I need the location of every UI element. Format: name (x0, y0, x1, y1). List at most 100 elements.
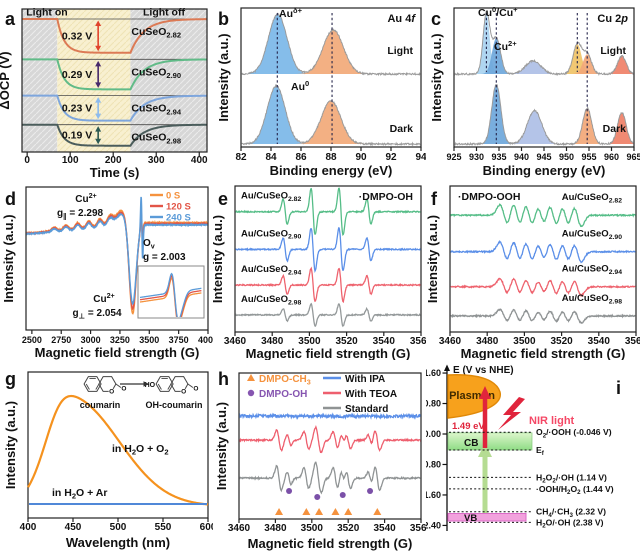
xps-peak (481, 38, 512, 75)
dmpo-ch3-marker (302, 508, 311, 515)
triangle-icon (247, 374, 255, 381)
product-label: OH-coumarin (145, 400, 202, 410)
y-tick-label: 2.40 (426, 520, 441, 530)
x-tick-label: 0 (24, 155, 30, 166)
epr-trace (239, 412, 421, 420)
y-tick-label: 0.00 (426, 429, 441, 439)
delta-ocp-value: 0.19 V (62, 130, 92, 142)
panel-letter: a (5, 9, 16, 29)
x-tick-label: 955 (581, 152, 596, 162)
xps-peak (509, 110, 560, 144)
redox-level-label: Ef (536, 445, 545, 457)
condition-label: Light (600, 45, 626, 57)
x-tick-label: 3500 (298, 336, 321, 347)
x-axis: 3460 3480 3500 3520 3540 3560Magnetic field s… (439, 332, 640, 361)
redox-level-label: ·OOH/H2O2 (1.44 V) (536, 484, 614, 496)
x-axis: 82 84 86 88 90 92 94 Binding energy (eV) (235, 147, 427, 178)
circle-icon (247, 389, 255, 397)
trace-label: Au/CuSeO2.94 (241, 264, 301, 276)
x-tick-label: 2500 (22, 335, 42, 345)
epr-trace (450, 308, 636, 325)
legend-item: With IPA (345, 374, 385, 385)
sample-label: CuSeO2.94 (131, 103, 182, 117)
carbonyl-oxygen: O (193, 386, 198, 393)
condition-label: Light (387, 45, 413, 57)
x-tick-label: 940 (514, 152, 529, 162)
species-annotation: Au0 (291, 79, 309, 93)
trace-label: Au/CuSeO2.98 (562, 293, 622, 305)
panel-f-dmpo-ooh-chart: Au/CuSeO2.82 Au/CuSeO2.90 Au/CuSeO2.94 Au/C… (425, 180, 640, 361)
x-tick-label: 3480 (261, 336, 284, 347)
y-tick-label: -1.60 (426, 368, 441, 378)
species-annotation: Cu0/Cu+ (478, 5, 518, 19)
legend-item: DMPO-OH (259, 389, 307, 400)
epr-trace (26, 196, 208, 305)
sample-label: CuSeO2.98 (131, 132, 181, 146)
x-tick-label: 200 (105, 155, 122, 166)
x-axis: 925 930 935 940 945 950 955 960 965 Binding energ… (446, 147, 640, 178)
x-axis-title: Magnetic field strength (G) (246, 346, 411, 360)
x-tick-label: 400 (191, 155, 208, 166)
oxygen-atom: O (181, 389, 186, 396)
trace-label: Au/CuSeO2.82 (562, 192, 622, 204)
x-axis-title: Binding energy (eV) (270, 163, 393, 178)
dmpo-oh-marker (286, 488, 293, 494)
x-tick-label: 3520 (337, 523, 360, 534)
x-axis: 400 450 500 550 600 Wavelength (nm) (20, 518, 217, 550)
lightning-bolt-icon (498, 397, 525, 430)
inset-traces (139, 272, 202, 317)
light-on-region (57, 9, 131, 152)
x-tick-label: 92 (385, 152, 397, 163)
epr-trace (450, 277, 636, 298)
redox-level-label: H2O/·OH (2.38 V) (536, 517, 604, 529)
xps-peak (296, 100, 366, 144)
epr-trace (239, 461, 421, 495)
plot-frame (27, 371, 209, 519)
ocp-curve (22, 123, 207, 147)
x-axis: 3460 3480 3500 3520 3540 3560Magnetic field s… (224, 332, 433, 361)
x-axis-title: Magnetic field strength (G) (35, 345, 200, 360)
ocp-curve (22, 94, 208, 122)
xps-envelope (454, 10, 634, 77)
trace-label: Au/CuSeO2.90 (562, 229, 622, 241)
x-axis-title: Magnetic field strength (G) (248, 536, 413, 551)
xps-peak (244, 86, 308, 144)
x-tick-label: 3560 (625, 336, 640, 347)
panel-letter: g (5, 369, 16, 389)
panel-b-au4f-xps-chart: Light Dark Auδ+ Au0 Au 4f 82 84 86 88 90 92 94 Bindi… (213, 0, 427, 180)
redox-level-label: H2O2/·OH (1.14 V) (536, 472, 607, 484)
epr-trace (235, 187, 421, 236)
panel-i-svg: E (V vs NHE)-1.60-0.800.000.801.602.40Pl… (420, 364, 621, 531)
vb-label: VB (464, 513, 477, 524)
plot-frame (238, 372, 422, 520)
x-tick-label: 3460 (228, 523, 251, 534)
y-axis-title: Intensity (a.u.) (1, 214, 16, 302)
y-axis-title: Intensity (a.u.) (426, 215, 440, 303)
ocp-curve (22, 18, 208, 54)
panel-a-ocp-chart: 0.32 V CuSeO2.82 0.29 V CuSeO2.90 0.23 V CuSe… (0, 0, 213, 180)
panel-b-svg: Light Dark Auδ+ Au0 Au 4f 82 84 86 88 90 92 94 Bindi… (216, 6, 427, 178)
y-tick-label: 1.60 (426, 490, 441, 500)
dmpo-oh-marker (339, 492, 346, 498)
x-tick-label: 3500 (301, 523, 324, 534)
y-axis-title: Intensity (a.u.) (216, 33, 231, 121)
epr-trace (450, 203, 636, 228)
x-tick-label: 960 (604, 152, 619, 162)
x-tick-label: 3480 (264, 523, 287, 534)
radical-label: ·DMPO-OOH (458, 191, 520, 203)
panel-d-epr-cu-chart: 0 S 120 S 240 S Cu2+ g∥ = 2.298 Ov g = 2.003 Cu… (0, 180, 218, 360)
x-tick-label: 3560 (410, 336, 426, 347)
xps-peak (606, 56, 634, 75)
y-axis-title: Intensity (a.u.) (213, 215, 225, 303)
legend-item: Standard (345, 404, 388, 415)
sample-label: CuSeO2.90 (131, 66, 181, 80)
xps-peak (506, 60, 560, 75)
axis-title: E (V vs NHE) (453, 365, 514, 376)
x-tick-label: 3500 (513, 336, 536, 347)
epr-trace (235, 302, 421, 328)
x-axis-title: Wavelength (nm) (66, 535, 170, 550)
legend-item: 240 S (166, 213, 191, 224)
y-axis-title: Intensity (a.u.) (214, 402, 229, 490)
xps-peak (571, 108, 603, 144)
